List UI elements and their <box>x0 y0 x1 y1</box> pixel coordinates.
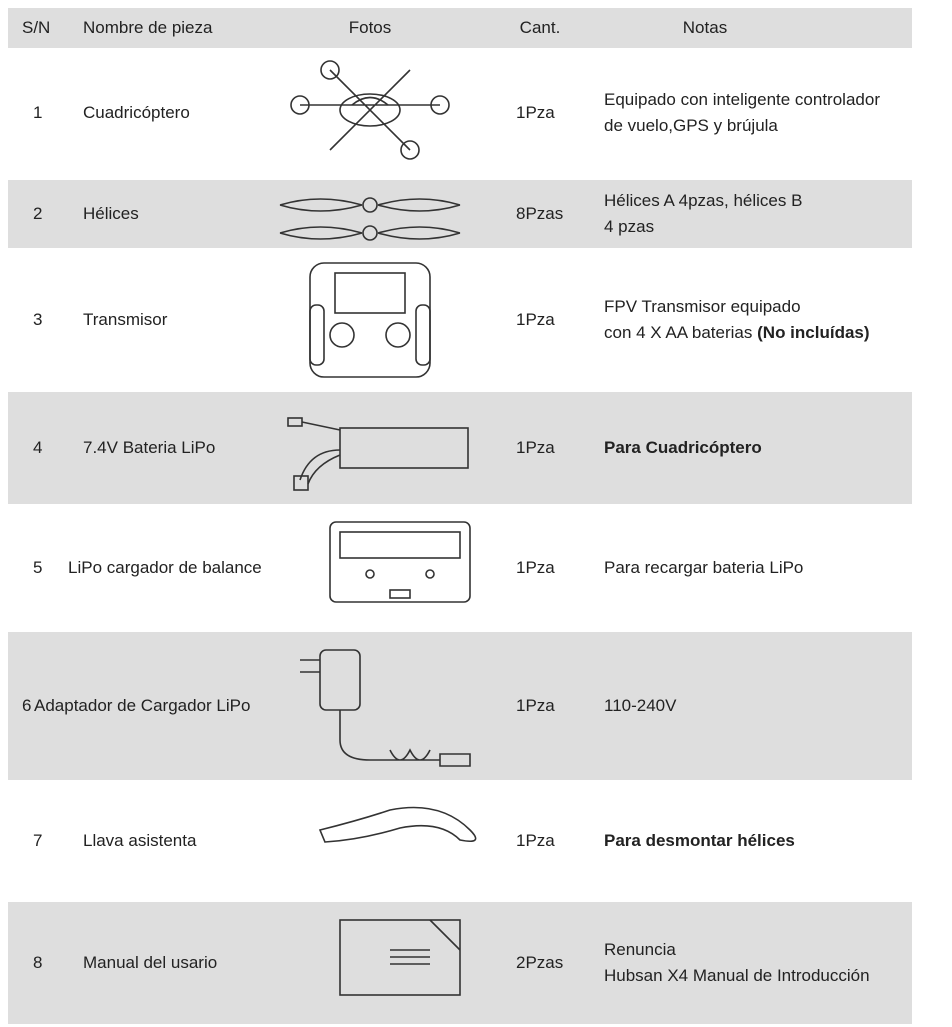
notes-bold: (No incluídas) <box>757 323 870 342</box>
header-cell: Cant. <box>519 18 561 37</box>
header-cell: S/N <box>22 18 51 37</box>
notes-line: Para desmontar hélices <box>604 831 795 850</box>
notes: FPV Transmisor equipado con 4 X AA bateri… <box>604 294 870 346</box>
serial-number: 1 <box>33 103 43 122</box>
notes-line: Para recargar bateria LiPo <box>604 557 804 577</box>
quantity: 1Pza <box>516 557 555 577</box>
part-name: Hélices <box>83 204 139 223</box>
notes-line: con 4 X AA baterias (No incluídas) <box>604 323 870 342</box>
notes-line: Renuncia <box>604 940 676 959</box>
part-photo <box>339 919 461 996</box>
notes-line: FPV Transmisor equipado <box>604 297 801 316</box>
serial-number: 8 <box>33 953 43 972</box>
quantity: 1Pza <box>516 103 555 122</box>
quantity: 8Pzas <box>516 204 564 223</box>
quantity: 1Pza <box>516 438 555 457</box>
notes: Para recargar bateria LiPo <box>604 555 803 581</box>
header-cell: Nombre de pieza <box>83 18 213 37</box>
serial-number: 5 <box>33 557 43 577</box>
notes-line: de vuelo,GPS y brújula <box>604 116 778 135</box>
part-name: 7.4V Bateria LiPo <box>83 438 216 457</box>
table-row <box>8 632 912 780</box>
notes: Renuncia Hubsan X4 Manual de Introducción <box>604 937 870 989</box>
notes-line: Para Cuadricóptero <box>604 438 762 457</box>
part-name: Manual del usario <box>83 953 218 972</box>
part-photo <box>318 806 477 843</box>
part-name: LiPo cargador de balance <box>68 557 262 577</box>
serial-number: 2 <box>33 204 43 223</box>
notes: Hélices A 4pzas, hélices B 4 pzas <box>604 188 802 240</box>
part-photo <box>290 60 450 160</box>
quantity: 2Pzas <box>516 953 564 972</box>
notes: Equipado con inteligente controlador de v… <box>604 87 880 139</box>
part-photo <box>309 262 431 378</box>
part-name: Llava asistenta <box>83 831 197 850</box>
part-name: Cuadricóptero <box>83 103 190 122</box>
serial-number: 3 <box>33 310 43 329</box>
quantity: 1Pza <box>516 696 555 715</box>
notes-line: Hélices A 4pzas, hélices B <box>604 191 803 210</box>
table-row <box>8 392 912 504</box>
notes-line: Equipado con inteligente controlador <box>604 90 880 109</box>
notes: Para Cuadricóptero <box>604 435 762 461</box>
notes-line: 4 pzas <box>604 217 655 236</box>
notes: Para desmontar hélices <box>604 828 795 854</box>
notes-line: 110-240V <box>604 696 677 715</box>
serial-number: 7 <box>33 831 43 850</box>
notes: 110-240V <box>604 693 676 719</box>
part-name: Adaptador de Cargador LiPo <box>34 696 251 715</box>
table-row <box>8 180 912 248</box>
serial-number: 4 <box>33 438 43 457</box>
header-cell: Fotos <box>348 18 392 37</box>
part-name: Transmisor <box>83 310 168 329</box>
part-photo <box>279 197 461 241</box>
part-photo <box>287 417 469 491</box>
part-photo <box>300 649 471 767</box>
quantity: 1Pza <box>516 310 555 329</box>
serial-number: 6 <box>22 696 32 715</box>
header-row <box>8 8 912 48</box>
part-photo <box>329 521 471 603</box>
notes-line: Hubsan X4 Manual de Introducción <box>604 966 870 985</box>
header-cell: Notas <box>682 18 728 37</box>
quantity: 1Pza <box>516 831 555 850</box>
